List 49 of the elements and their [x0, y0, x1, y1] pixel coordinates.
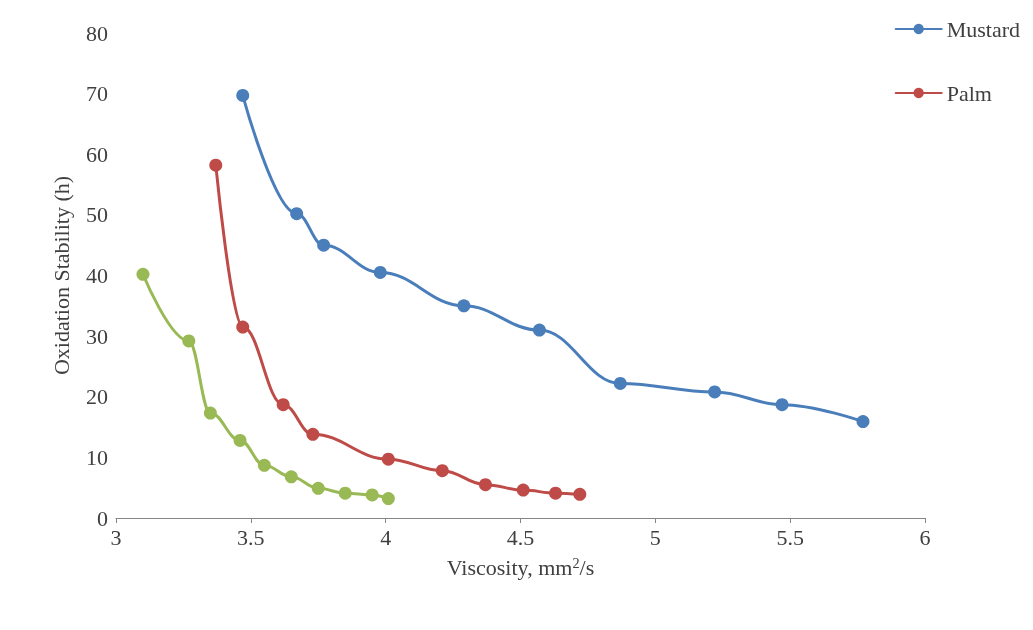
point	[257, 458, 271, 472]
y-tick-label: 30	[86, 323, 108, 349]
y-tick-label: 40	[86, 263, 108, 288]
point	[708, 385, 722, 399]
point	[856, 415, 870, 429]
point	[276, 398, 290, 412]
point	[478, 478, 492, 492]
legend-label: Palm	[946, 80, 992, 106]
y-axis-title: Oxidation Stability (h)	[48, 175, 74, 376]
point	[365, 488, 379, 502]
point	[233, 433, 247, 447]
point	[775, 398, 789, 412]
point	[203, 406, 217, 420]
point	[338, 486, 352, 500]
x-tick-label: 4.5	[506, 524, 535, 550]
y-tick-label: 50	[86, 202, 108, 228]
x-tick-label: 6	[919, 524, 931, 550]
point	[457, 299, 471, 313]
x-tick-label: 3	[110, 524, 122, 550]
x-tick-label: 3.5	[237, 524, 265, 550]
x-tick-label: 5.5	[776, 524, 804, 550]
point	[290, 207, 304, 221]
point	[573, 487, 587, 501]
point	[317, 238, 331, 252]
y-tick-label: 10	[86, 444, 108, 470]
point	[236, 320, 250, 334]
y-tick-label: 0	[97, 505, 108, 531]
point	[549, 486, 563, 500]
point	[516, 483, 530, 497]
y-tick-label: 20	[86, 384, 108, 410]
point	[306, 427, 320, 441]
point	[373, 265, 387, 279]
point	[532, 323, 546, 337]
point	[284, 470, 298, 484]
point	[381, 492, 395, 506]
legend-label: Mustard	[946, 16, 1020, 42]
point	[209, 158, 223, 172]
point	[182, 334, 196, 348]
x-tick-label: 4	[380, 524, 392, 550]
point	[311, 481, 325, 495]
y-tick-label: 80	[86, 20, 108, 46]
x-tick-label: 5	[649, 524, 661, 550]
y-tick-label: 60	[86, 141, 108, 167]
point	[435, 464, 449, 478]
point	[613, 376, 627, 390]
y-tick-label: 70	[86, 81, 108, 107]
point	[236, 88, 250, 102]
point	[381, 452, 395, 466]
point	[136, 267, 150, 281]
